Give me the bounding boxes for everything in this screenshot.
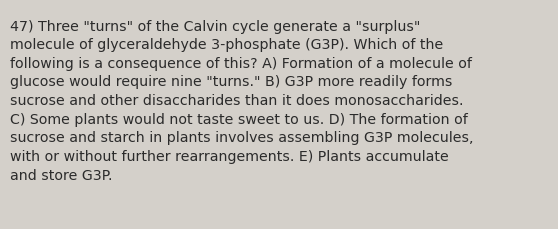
Text: 47) Three "turns" of the Calvin cycle generate a "surplus"
molecule of glycerald: 47) Three "turns" of the Calvin cycle ge… — [10, 19, 474, 182]
